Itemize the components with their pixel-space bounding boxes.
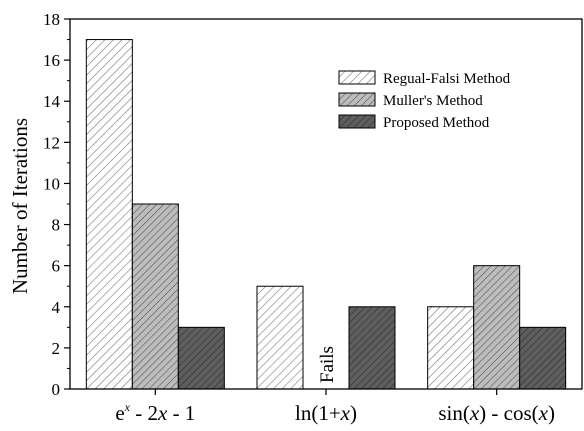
legend-swatch: [338, 92, 376, 107]
y-tick-label: 16: [43, 51, 60, 70]
y-tick-label: 10: [43, 174, 60, 193]
legend-label: Muller's Method: [383, 93, 483, 109]
legend: Regual-Falsi Method Muller's Method Propos…: [338, 70, 511, 131]
annotation-fails: Fails: [317, 346, 338, 383]
x-tick-label: sin(x) - cos(x): [438, 401, 555, 425]
bars-group: [85, 39, 567, 390]
x-axis: ex - 2x - 1 ln(1+x) sin(x) - cos(x): [115, 389, 555, 425]
legend-swatch: [338, 70, 376, 85]
legend-label: Proposed Method: [383, 115, 490, 131]
y-tick-label: 6: [52, 257, 61, 276]
bar-regual-falsi-method: [85, 39, 133, 390]
y-tick-label: 12: [43, 133, 60, 152]
bar-regual-falsi-method: [427, 306, 475, 390]
bar-proposed-method: [177, 326, 225, 390]
y-tick-label: 18: [43, 10, 60, 29]
x-tick-label: ex - 2x - 1: [115, 400, 195, 425]
bar-muller-s-method: [131, 203, 179, 390]
x-tick-label: ln(1+x): [295, 401, 357, 425]
bar-regual-falsi-method: [256, 285, 304, 390]
y-tick-label: 4: [52, 298, 61, 317]
bar-muller-s-method: [473, 265, 521, 390]
y-tick-label: 0: [52, 380, 61, 399]
y-tick-label: 14: [43, 92, 61, 111]
bar-proposed-method: [519, 326, 567, 390]
y-axis: 0 2 4 6 8 10 12 14 16 18: [43, 10, 70, 399]
bar-proposed-method: [348, 306, 396, 390]
legend-swatch: [338, 114, 376, 129]
annotations-group: Fails: [317, 346, 338, 383]
legend-label: Regual-Falsi Method: [383, 71, 511, 87]
y-tick-label: 8: [52, 216, 61, 235]
y-axis-label: Number of Iterations: [8, 118, 32, 294]
y-tick-label: 2: [52, 339, 61, 358]
